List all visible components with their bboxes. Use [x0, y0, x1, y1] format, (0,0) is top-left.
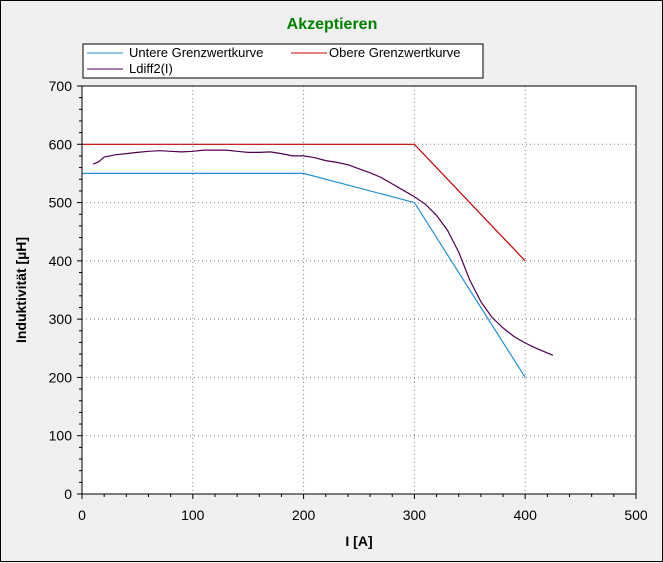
x-tick-label: 400	[514, 507, 538, 523]
tick-layer: 0 100 200 300 400 500 0 100 200 300 400 500 600 700	[49, 78, 648, 523]
series-line-ldiff2	[92, 149, 554, 356]
legend: Untere Grenzwertkurve Obere Grenzwertkur…	[82, 43, 484, 79]
y-tick-label: 300	[49, 311, 73, 327]
x-tick-label: 500	[624, 507, 648, 523]
grid-layer	[82, 86, 636, 494]
series-layer	[82, 143, 554, 378]
legend-label-untere: Untere Grenzwertkurve	[129, 45, 263, 60]
series-line-untere	[82, 172, 526, 378]
y-axis-label: Induktivität [µH]	[13, 237, 29, 343]
y-tick-label: 400	[49, 253, 73, 269]
x-tick-label: 0	[78, 507, 86, 523]
plot-area	[82, 86, 636, 494]
y-tick-label: 600	[49, 136, 73, 152]
x-tick-label: 300	[403, 507, 427, 523]
x-tick-label: 100	[181, 507, 205, 523]
chart-title: Akzeptieren	[287, 16, 378, 33]
y-tick-label: 500	[49, 195, 73, 211]
y-tick-label: 200	[49, 369, 73, 385]
y-tick-label: 0	[64, 486, 72, 502]
x-tick-label: 200	[292, 507, 316, 523]
x-axis-label: I [A]	[345, 533, 372, 549]
y-tick-label: 700	[49, 78, 73, 94]
series-line-obere	[82, 143, 526, 262]
y-tick-label: 100	[49, 428, 73, 444]
plot-border	[81, 85, 637, 495]
legend-label-ldiff2: Ldiff2(I)	[129, 61, 173, 76]
legend-label-obere: Obere Grenzwertkurve	[329, 45, 461, 60]
legend-box	[82, 43, 484, 79]
